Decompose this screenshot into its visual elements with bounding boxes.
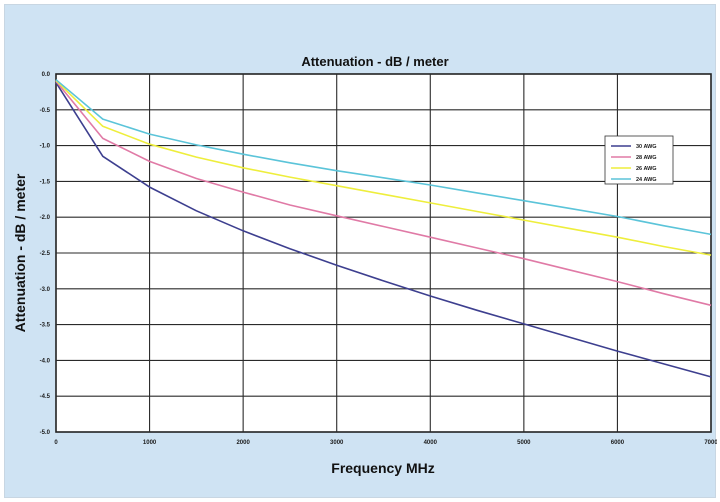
y-tick-label: -3.5 — [40, 323, 51, 329]
y-tick-label: -2.0 — [40, 215, 51, 221]
y-tick-label: -2.5 — [40, 251, 51, 257]
series-line — [55, 80, 712, 307]
x-tick-label: 6000 — [611, 440, 625, 446]
y-tick-label: -3.0 — [40, 287, 51, 293]
x-tick-label: 5000 — [517, 440, 531, 446]
legend-label: 26 AWG — [636, 166, 657, 172]
chart-frame: 0 1000 2000 3000 4000 5000 6000 7000 0.0 -0.5 -1.… — [4, 4, 717, 498]
x-axis-label: Frequency MHz — [331, 460, 434, 476]
x-tick-label: 1000 — [143, 440, 157, 446]
x-tick-labels: 0 1000 2000 3000 4000 5000 6000 7000 — [54, 440, 717, 446]
series-line — [55, 79, 712, 236]
x-tick-label: 3000 — [330, 440, 344, 446]
legend-label: 30 AWG — [636, 144, 657, 150]
y-tick-label: -4.5 — [40, 394, 51, 400]
series-line — [55, 79, 712, 256]
y-tick-label: -1.0 — [40, 144, 51, 150]
y-tick-label: -5.0 — [40, 430, 51, 436]
y-axis-label: Attenuation - dB / meter — [12, 173, 28, 332]
legend-items: 30 AWG 28 AWG 26 AWG 24 AWG — [611, 144, 657, 183]
y-tick-label: -0.5 — [40, 108, 51, 114]
chart-title: Attenuation - dB / meter — [301, 54, 448, 69]
legend: 30 AWG 28 AWG 26 AWG 24 AWG — [604, 135, 674, 185]
legend-label: 24 AWG — [636, 177, 657, 183]
y-tick-label: 0.0 — [42, 72, 51, 78]
y-tick-label: -4.0 — [40, 358, 51, 364]
y-tick-labels: 0.0 -0.5 -1.0 -1.5 -2.0 -2.5 -3.0 -3.5 -4.0 -4.5 -… — [40, 72, 51, 436]
legend-box — [604, 135, 674, 185]
series-lines — [55, 79, 712, 378]
grid-lines — [56, 74, 711, 432]
x-tick-label: 7000 — [704, 440, 717, 446]
x-tick-label: 0 — [54, 440, 58, 446]
x-tick-label: 2000 — [236, 440, 250, 446]
y-tick-label: -1.5 — [40, 179, 51, 185]
attenuation-chart: 0 1000 2000 3000 4000 5000 6000 7000 0.0 -0.5 -1.… — [12, 54, 717, 476]
legend-label: 28 AWG — [636, 155, 657, 161]
x-tick-label: 4000 — [424, 440, 438, 446]
series-line — [55, 82, 712, 378]
